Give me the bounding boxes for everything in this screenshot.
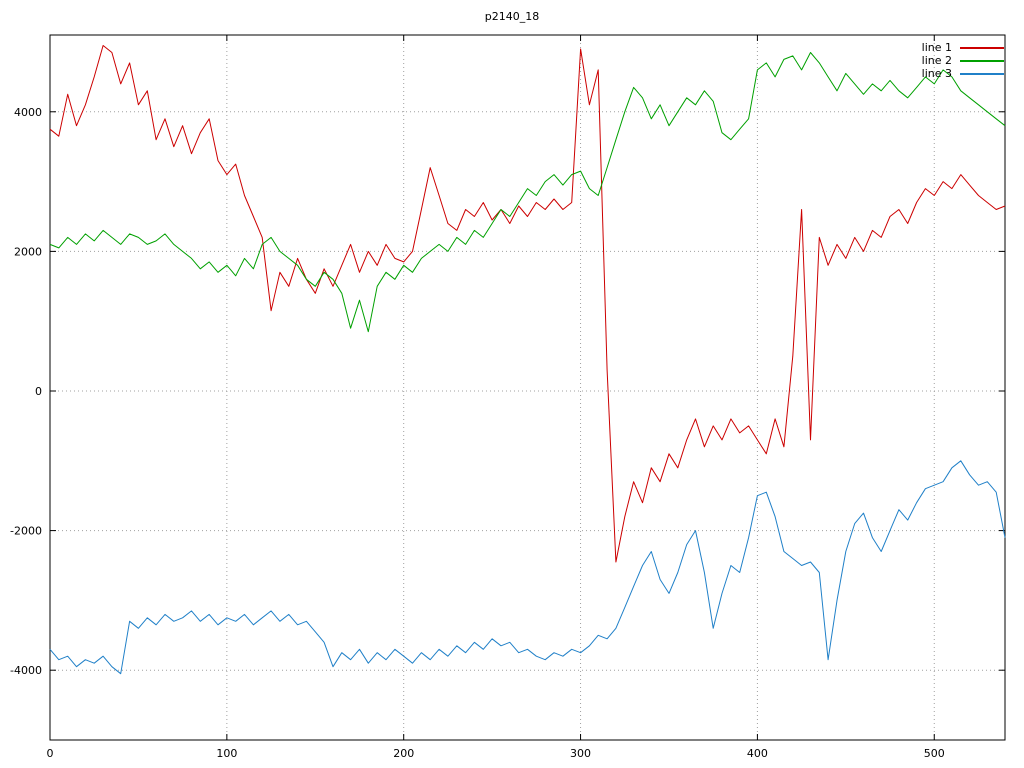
series-line-2 (49, 52, 1006, 333)
plot-border (49, 34, 1006, 741)
y-tick-label: 2000 (14, 245, 42, 258)
x-tick-label: 400 (747, 747, 768, 760)
x-tick-label: 100 (216, 747, 237, 760)
y-tick-label: -2000 (10, 525, 42, 538)
legend-label: line 3 (921, 67, 952, 80)
y-tick-label: 4000 (14, 106, 42, 119)
y-tick-label: -4000 (10, 664, 42, 677)
legend-line-sample (960, 46, 1004, 49)
chart-title: p2140_18 (484, 10, 540, 23)
x-tick-label: 0 (47, 747, 54, 760)
legend-line-sample (960, 72, 1004, 75)
series-line-3 (49, 460, 1006, 675)
series-line-1 (49, 45, 1006, 563)
x-tick-label: 200 (393, 747, 414, 760)
legend-label: line 2 (921, 54, 952, 67)
legend: line 1 line 2 line 3 (922, 41, 1004, 80)
legend-line-sample (960, 59, 1004, 62)
x-tick-label: 500 (924, 747, 945, 760)
legend-item: line 3 (922, 67, 1004, 80)
legend-item: line 2 (922, 54, 1004, 67)
legend-label: line 1 (921, 41, 952, 54)
x-tick-label: 300 (570, 747, 591, 760)
legend-item: line 1 (922, 41, 1004, 54)
y-tick-label: 0 (35, 385, 42, 398)
